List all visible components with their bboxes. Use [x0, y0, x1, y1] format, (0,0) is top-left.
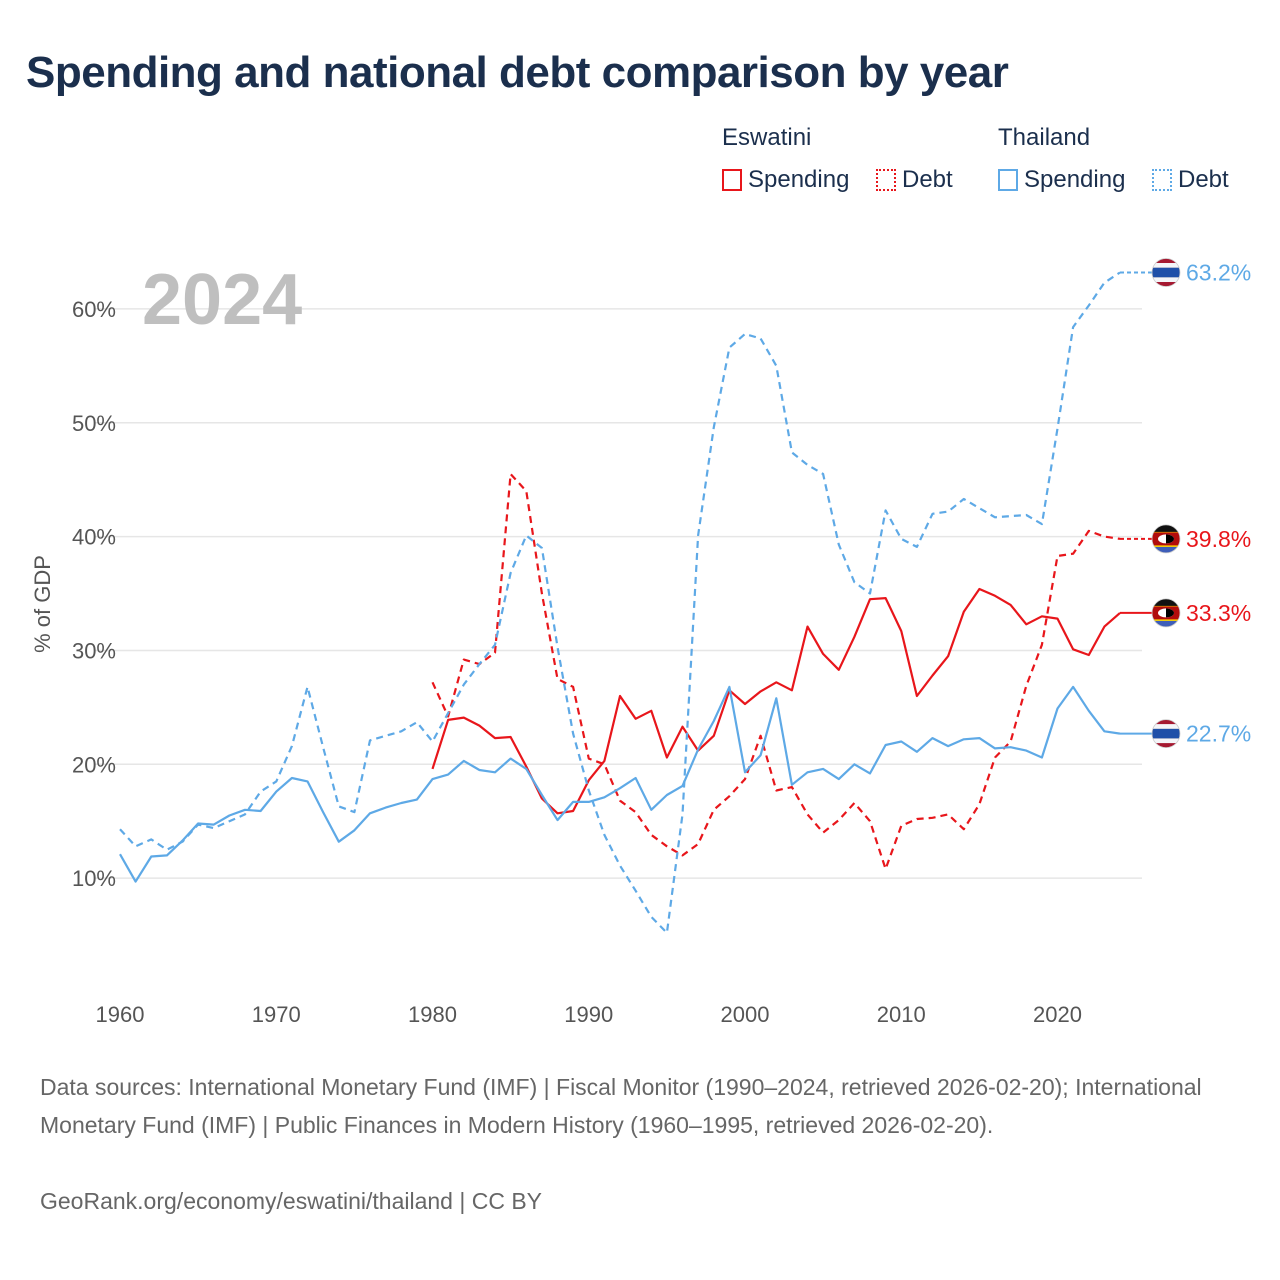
x-tick-label: 1970	[252, 1002, 301, 1027]
end-label: 63.2%	[1186, 259, 1251, 285]
legend-swatch-dotted-icon	[876, 169, 896, 191]
x-tick-label: 1980	[408, 1002, 457, 1027]
flag-shield-dark	[1166, 608, 1174, 618]
flag-outline	[1151, 258, 1181, 287]
flag-stripes	[1152, 598, 1180, 627]
y-axis-label: % of GDP	[30, 555, 55, 653]
x-tick-label: 1960	[96, 1002, 145, 1027]
end-label: 22.7%	[1186, 721, 1251, 747]
legend-item-eswatini-debt[interactable]: Debt	[876, 166, 953, 194]
flag-stripes	[1152, 258, 1180, 287]
legend-item-thailand-spending[interactable]: Spending	[998, 166, 1125, 194]
legend-label: Spending	[1024, 166, 1126, 193]
flag-blue-stripe	[1152, 728, 1180, 739]
flag-shield-dark	[1166, 534, 1174, 544]
legend-item-eswatini-spending[interactable]: Spending	[722, 166, 849, 194]
legend-swatch-dotted-icon	[1152, 169, 1172, 191]
x-tick-label: 2010	[877, 1002, 926, 1027]
flag-outline	[1151, 719, 1181, 748]
thailand-flag-icon	[1151, 258, 1181, 287]
legend-swatch-solid-icon	[722, 169, 742, 191]
y-tick-label: 50%	[72, 411, 116, 436]
legend-label: Debt	[1178, 166, 1229, 193]
year-watermark: 2024	[142, 260, 302, 340]
x-tick-label: 2020	[1033, 1002, 1082, 1027]
legend-label: Debt	[902, 166, 953, 193]
y-tick-label: 30%	[72, 638, 116, 663]
end-label: 39.8%	[1186, 526, 1251, 552]
flag-outline	[1151, 524, 1181, 554]
legend-label: Spending	[748, 166, 850, 193]
y-tick-label: 40%	[72, 525, 116, 550]
page-title: Spending and national debt comparison by…	[26, 48, 1009, 97]
flag-outline	[1151, 598, 1181, 628]
thailand-flag-icon	[1151, 719, 1181, 748]
legend-swatch-solid-icon	[998, 169, 1018, 191]
y-tick-label: 10%	[72, 866, 116, 891]
end-labels: 39.8% 33.3% 63.2% 22.7%	[1120, 258, 1251, 748]
legend-item-thailand-debt[interactable]: Debt	[1152, 166, 1229, 194]
y-tick-label: 60%	[72, 297, 116, 322]
x-tick-label: 1990	[564, 1002, 613, 1027]
y-tick-label: 20%	[72, 752, 116, 777]
series-line-eswatini-debt	[431, 472, 1121, 871]
data-sources: Data sources: International Monetary Fun…	[40, 1074, 1202, 1138]
y-axis: 10% 20% 30% 40% 50% 60%	[72, 297, 116, 891]
x-tick-label: 2000	[721, 1002, 770, 1027]
flag-blue-stripe	[1152, 267, 1180, 278]
flag-top	[1152, 524, 1180, 532]
flag-top	[1152, 598, 1180, 606]
eswatini-flag-icon	[1151, 524, 1181, 554]
gridlines	[94, 308, 1142, 879]
credit-link[interactable]: GeoRank.org/economy/eswatini/thailand | …	[40, 1188, 543, 1214]
legend-group-eswatini: Eswatini	[722, 124, 812, 151]
legend-group-thailand: Thailand	[998, 124, 1091, 151]
series-lines	[119, 271, 1121, 934]
series-line-thailand-debt	[119, 271, 1121, 934]
end-label: 33.3%	[1186, 600, 1251, 626]
flag-stripes	[1152, 524, 1180, 553]
x-axis: 1960 1970 1980 1990 2000 2010 2020	[96, 1002, 1082, 1027]
flag-stripes	[1152, 719, 1180, 748]
series-line-thailand-spending	[119, 685, 1121, 883]
eswatini-flag-icon	[1151, 598, 1181, 628]
